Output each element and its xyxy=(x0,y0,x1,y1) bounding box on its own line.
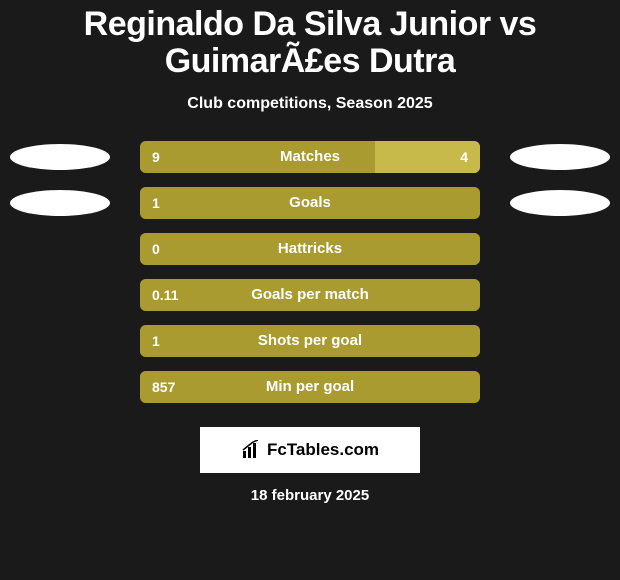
stat-label: Min per goal xyxy=(140,371,480,403)
stat-row: 1Shots per goal xyxy=(0,325,620,357)
stat-row: 1Goals xyxy=(0,187,620,219)
comparison-title: Reginaldo Da Silva Junior vs GuimarÃ£es … xyxy=(0,0,620,81)
branding-box: FcTables.com xyxy=(200,427,420,473)
player-pill-left xyxy=(10,190,110,216)
stat-row: 94Matches xyxy=(0,141,620,173)
stat-label: Hattricks xyxy=(140,233,480,265)
branding-text: FcTables.com xyxy=(267,440,379,460)
player-pill-left xyxy=(10,144,110,170)
stat-label: Shots per goal xyxy=(140,325,480,357)
stat-label: Matches xyxy=(140,141,480,173)
stat-rows-container: 94Matches 1Goals 0Hattricks 0.11Goals per m… xyxy=(0,141,620,403)
chart-icon xyxy=(241,440,261,460)
player-pill-right xyxy=(510,144,610,170)
stat-label: Goals xyxy=(140,187,480,219)
stat-label: Goals per match xyxy=(140,279,480,311)
stat-row: 857Min per goal xyxy=(0,371,620,403)
stat-row: 0.11Goals per match xyxy=(0,279,620,311)
stat-row: 0Hattricks xyxy=(0,233,620,265)
comparison-date: 18 february 2025 xyxy=(0,487,620,504)
comparison-subtitle: Club competitions, Season 2025 xyxy=(0,95,620,113)
player-pill-right xyxy=(510,190,610,216)
